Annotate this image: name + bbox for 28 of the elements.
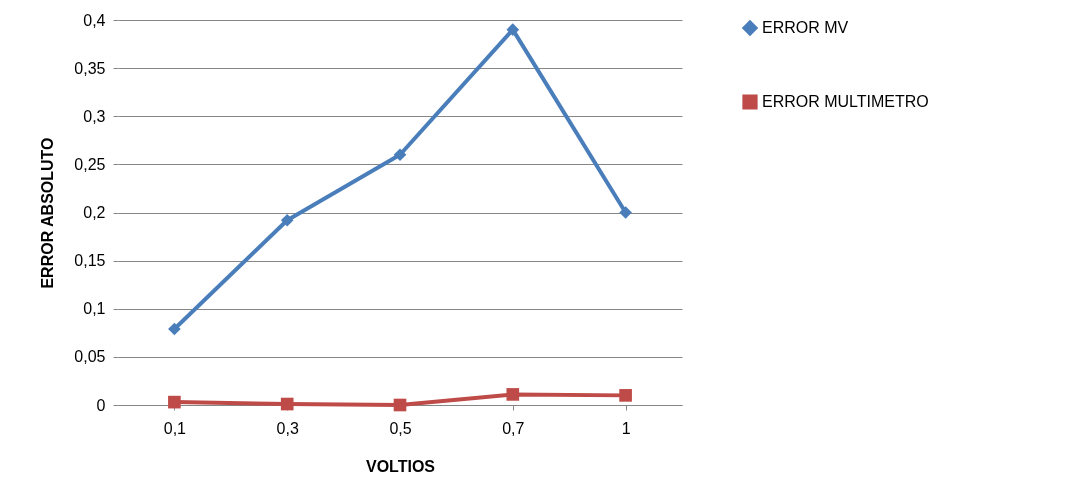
y-tick-label: 0,3 (83, 107, 106, 125)
point (393, 398, 407, 412)
point (393, 148, 407, 162)
x-tick-label: 0,7 (502, 419, 525, 437)
y-tick-label: 0,1 (83, 300, 106, 318)
x-tick-label: 1 (621, 419, 631, 437)
legend-label: ERROR MULTIMETRO (762, 93, 929, 110)
point (168, 322, 181, 336)
y-tick-label: 0,15 (74, 252, 106, 270)
point (506, 23, 520, 36)
legend-label: ERROR MV (762, 19, 849, 36)
point (619, 206, 632, 219)
point (506, 388, 520, 401)
y-tick-label: 0,35 (74, 59, 106, 77)
y-tick-label: 0,2 (83, 204, 106, 221)
x-tick-label: 0,5 (389, 419, 412, 437)
y-tick-label: 0 (96, 396, 106, 414)
point (168, 395, 181, 409)
x-tick-label: 0,3 (276, 419, 299, 437)
x-axis-title: VOLTIOS (365, 457, 436, 475)
point (280, 213, 294, 227)
y-tick-label: 0,4 (83, 11, 106, 29)
point (280, 397, 294, 411)
y-tick-label: 0,05 (74, 348, 106, 366)
point (619, 389, 632, 402)
y-axis-title: ERROR ABSOLUTO (39, 137, 57, 289)
y-tick-label: 0,25 (74, 155, 106, 173)
x-tick-label: 0,1 (163, 419, 187, 437)
